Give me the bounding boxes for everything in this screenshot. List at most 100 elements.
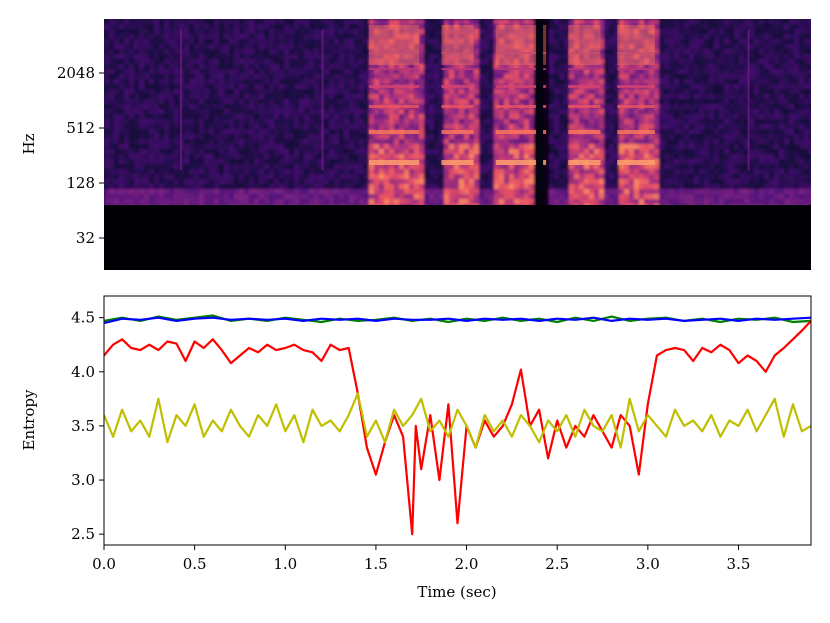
spectrogram-cell xyxy=(374,19,380,25)
spectrogram-cell xyxy=(719,49,725,55)
spectrogram-cell xyxy=(754,154,760,160)
spectrogram-cell xyxy=(309,59,315,65)
spectrogram-cell xyxy=(304,174,310,180)
spectrogram-cell xyxy=(619,149,625,155)
spectrogram-cell xyxy=(664,189,670,195)
spectrogram-cell xyxy=(129,89,135,95)
spectrogram-cell xyxy=(624,174,630,180)
spectrogram-cell xyxy=(394,114,400,120)
spectrogram-cell xyxy=(319,199,325,205)
spectrogram-cell xyxy=(734,124,740,130)
spectrogram-cell xyxy=(579,174,585,180)
spectrogram-cell xyxy=(349,79,355,85)
spectrogram-cell xyxy=(494,164,500,170)
spectrogram-cell xyxy=(384,94,390,100)
spectrogram-cell xyxy=(459,99,465,105)
spectrogram-cell xyxy=(179,174,185,180)
spectrogram-cell xyxy=(634,114,640,120)
spectrogram-cell xyxy=(264,179,270,185)
spectrogram-cell xyxy=(149,159,155,165)
spectrogram-cell xyxy=(719,164,725,170)
spectrogram-cell xyxy=(144,114,150,120)
spectrogram-cell xyxy=(294,84,300,90)
spectrogram-cell xyxy=(729,194,735,200)
spectrogram-cell xyxy=(419,29,425,35)
spectrogram-cell xyxy=(684,139,690,145)
spectrogram-cell xyxy=(334,149,340,155)
spectrogram-cell xyxy=(494,134,500,140)
spectrogram-cell xyxy=(214,179,220,185)
spectrogram-cell xyxy=(219,114,225,120)
spectrogram-cell xyxy=(174,64,180,70)
spectrogram-cell xyxy=(634,44,640,50)
spectrogram-cell xyxy=(414,69,420,75)
spectrogram-cell xyxy=(164,59,170,65)
spectrogram-cell xyxy=(649,39,655,45)
spectrogram-cell xyxy=(729,64,735,70)
spectrogram-cell xyxy=(609,174,615,180)
spectrogram-cell xyxy=(549,49,555,55)
spectrogram-cell xyxy=(654,124,660,130)
spectrogram-cell xyxy=(614,54,620,60)
spectrogram-cell xyxy=(304,59,310,65)
spectrogram-cell xyxy=(629,169,635,175)
spectrogram-cell xyxy=(194,179,200,185)
spectrogram-cell xyxy=(739,199,745,205)
spectrogram-cell xyxy=(329,189,335,195)
spectrogram-cell xyxy=(414,149,420,155)
spectrogram-cell xyxy=(709,164,715,170)
spectrogram-cell xyxy=(389,169,395,175)
spectrogram-cell xyxy=(214,49,220,55)
spectrogram-cell xyxy=(149,54,155,60)
spectrogram-cell xyxy=(679,164,685,170)
spectrogram-cell xyxy=(419,114,425,120)
spectrogram-cell xyxy=(119,59,125,65)
spectrogram-cell xyxy=(644,119,650,125)
spectrogram-cell xyxy=(349,104,355,110)
spectrogram-cell xyxy=(364,199,370,205)
spectrogram-cell xyxy=(739,89,745,95)
spectrogram-cell xyxy=(519,194,525,200)
spectrogram-cell xyxy=(584,179,590,185)
spectrogram-cell xyxy=(104,19,110,25)
spectrogram-cell xyxy=(139,44,145,50)
spectrogram-cell xyxy=(144,129,150,135)
spectrogram-cell xyxy=(119,154,125,160)
spectrogram-cell xyxy=(264,169,270,175)
spectrogram-cell xyxy=(634,24,640,30)
spectrogram-cell xyxy=(519,94,525,100)
spectrogram-cell xyxy=(194,19,200,25)
spectrogram-cell xyxy=(324,29,330,35)
spectrogram-cell xyxy=(689,24,695,30)
spectrogram-cell xyxy=(749,104,755,110)
spectrogram-cell xyxy=(424,184,430,190)
spectrogram-cell xyxy=(309,64,315,70)
spectrogram-cell xyxy=(584,119,590,125)
spectrogram-cell xyxy=(229,154,235,160)
spectrogram-cell xyxy=(589,94,595,100)
spectrogram-cell xyxy=(189,34,195,40)
spectrogram-cell xyxy=(509,169,515,175)
spectrogram-cell xyxy=(514,149,520,155)
spectrogram-cell xyxy=(629,134,635,140)
spectrogram-cell xyxy=(264,109,270,115)
spectrogram-cell xyxy=(709,109,715,115)
spectrogram-cell xyxy=(129,84,135,90)
spectrogram-cell xyxy=(364,24,370,30)
spectrogram-cell xyxy=(489,119,495,125)
spectrogram-cell xyxy=(494,44,500,50)
spectrogram-cell xyxy=(209,39,215,45)
spectrogram-cell xyxy=(739,99,745,105)
spectrogram-cell xyxy=(569,189,575,195)
spectrogram-cell xyxy=(294,169,300,175)
spectrogram-cells xyxy=(104,19,811,210)
spectrogram-cell xyxy=(689,94,695,100)
spectrogram-cell xyxy=(449,114,455,120)
spectrogram-cell xyxy=(304,124,310,130)
spectrogram-cell xyxy=(144,64,150,70)
spectrogram-cell xyxy=(119,94,125,100)
spectrogram-cell xyxy=(349,94,355,100)
spectrogram-cell xyxy=(429,79,435,85)
spectrogram-cell xyxy=(259,44,265,50)
spectrogram-cell xyxy=(514,59,520,65)
